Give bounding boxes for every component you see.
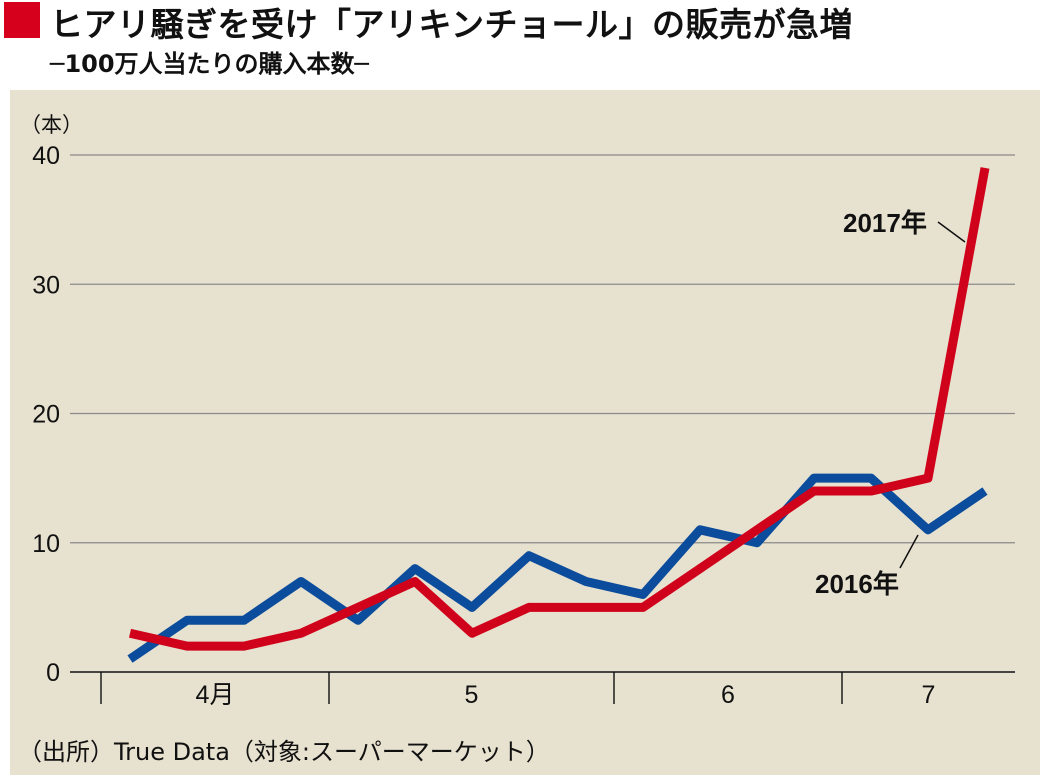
month-label: 4月 <box>196 681 235 709</box>
y-tick-label: 20 <box>32 401 60 429</box>
month-label: 7 <box>922 681 936 709</box>
y-tick-label: 40 <box>32 142 60 170</box>
month-label: 6 <box>721 681 735 709</box>
y-tick-label: 30 <box>32 271 60 299</box>
leader-line-2016 <box>899 534 919 569</box>
chart-panel <box>10 90 1040 775</box>
y-axis-unit: （本） <box>20 114 83 137</box>
month-label: 5 <box>465 681 479 709</box>
y-tick-label: 10 <box>32 530 60 558</box>
source-note: （出所）True Data（対象:スーパーマーケット） <box>18 738 550 766</box>
chart-title: ヒアリ騒ぎを受け「アリキンチョール」の販売が急増 <box>50 5 854 44</box>
series-line-2017 <box>129 167 990 651</box>
series-label-2017: 2017年 <box>843 208 927 238</box>
y-tick-label: 0 <box>46 659 60 687</box>
leader-line-2017 <box>937 221 966 243</box>
series-label-2016: 2016年 <box>815 569 899 599</box>
title-marker <box>4 2 40 38</box>
chart-subtitle: ─100万人当たりの購入本数─ <box>50 50 369 78</box>
series-line-2016 <box>127 473 988 663</box>
